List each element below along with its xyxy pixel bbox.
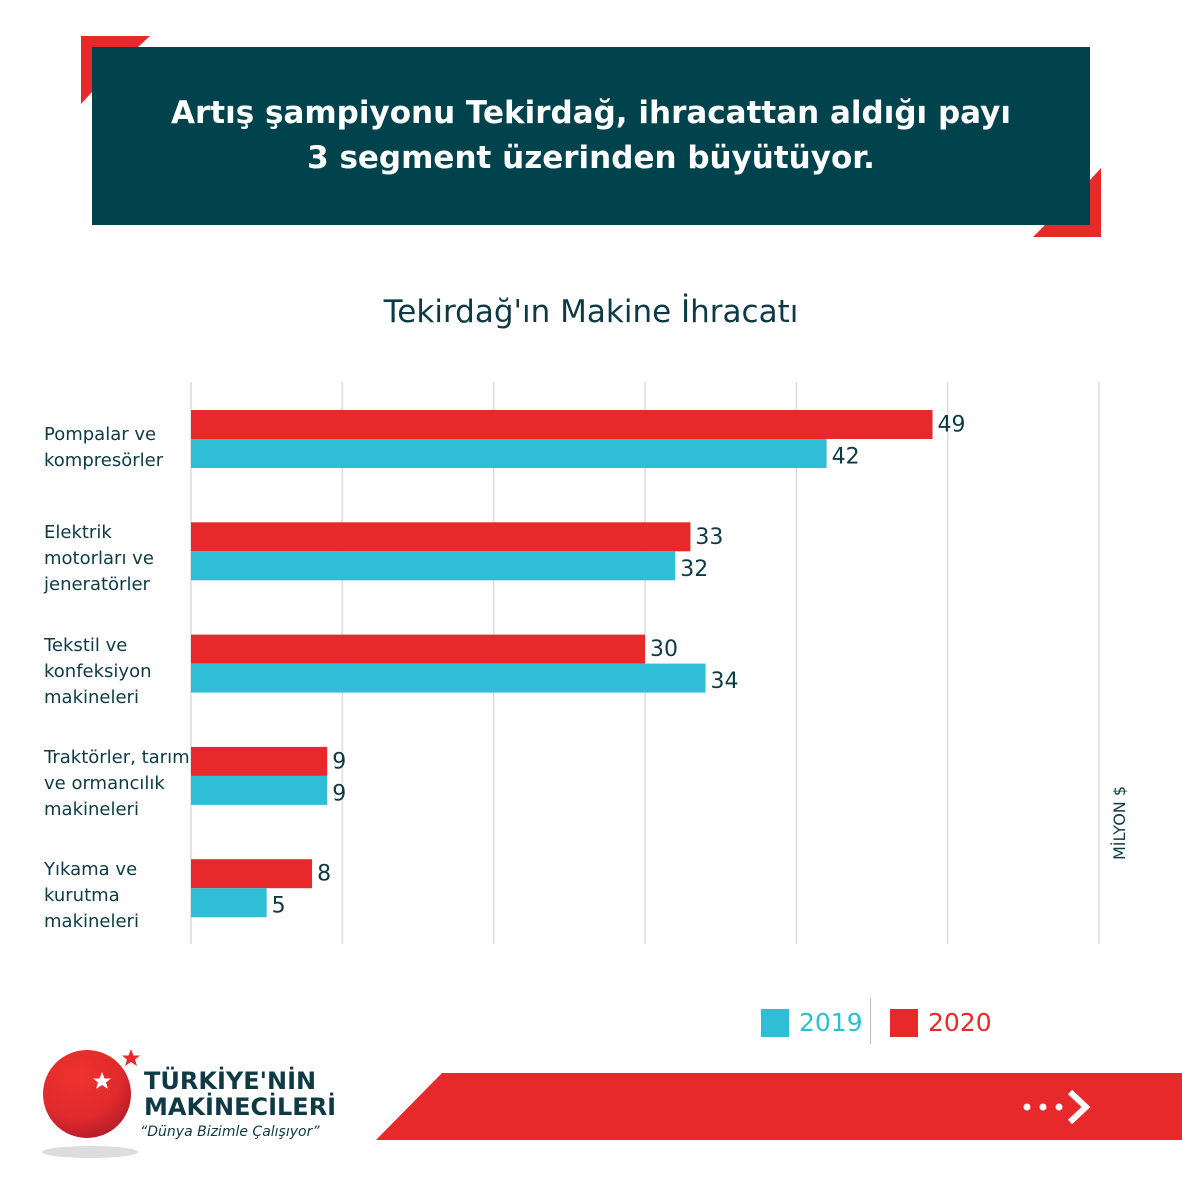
- legend-swatch-2019: [761, 1008, 789, 1037]
- category-label-line: Traktörler, tarım: [44, 746, 190, 768]
- bar-2019: [191, 775, 328, 805]
- logo-shadow: [42, 1146, 138, 1158]
- corner-accent-bottom-right: [1033, 168, 1101, 237]
- bar-2020: [191, 522, 691, 552]
- bar-2020: [191, 746, 328, 776]
- category-label-line: kurutma: [44, 885, 120, 907]
- category-label: Pompalar ve kompresörler: [44, 422, 163, 474]
- category-label: Tekstil ve konfeksiyon makineleri: [44, 633, 152, 711]
- bar-chart: 49 42 33 32 30 34 9 9 8 5: [190, 382, 1100, 944]
- bar-2020: [191, 410, 933, 439]
- category-label-line: Elektrik: [44, 522, 112, 544]
- legend-item-2019: 2019: [761, 1008, 863, 1037]
- category-label-line: kompresörler: [44, 450, 164, 471]
- star-icon: [122, 1049, 140, 1066]
- value-label-2019: 34: [711, 669, 739, 694]
- bar-2020: [191, 634, 645, 664]
- category-label-line: konfeksiyon: [44, 660, 152, 682]
- value-label-2020: 33: [695, 525, 723, 550]
- category-label-line: makineleri: [44, 798, 139, 820]
- category-label: Yıkama ve kurutma makineleri: [44, 857, 139, 935]
- logo-circle: [43, 1050, 131, 1138]
- category-label-line: makineleri: [44, 911, 139, 933]
- category-label: Traktörler, tarım ve ormancılık makineleri: [44, 745, 190, 823]
- bar-2020: [191, 859, 313, 889]
- star-icon: [93, 1072, 111, 1089]
- legend-divider: [870, 998, 871, 1044]
- header-line-2: 3 segment üzerinden büyütüyor.: [307, 140, 875, 176]
- value-label-2020: 9: [332, 749, 346, 774]
- category-label-line: motorları ve: [44, 548, 154, 570]
- brand-slogan: “Dünya Bizimle Çalışıyor”: [140, 1124, 320, 1140]
- legend-label-2019: 2019: [799, 1008, 863, 1037]
- category-label-line: jeneratörler: [44, 574, 150, 596]
- bar-2019: [191, 439, 827, 468]
- corner-accent-top-left: [81, 36, 150, 104]
- value-label-2019: 42: [832, 445, 860, 470]
- header-line-1: Artış şampiyonu Tekirdağ, ihracattan ald…: [171, 95, 1011, 131]
- brand-name: TÜRKİYE'NİN MAKİNECİLERİ: [144, 1068, 336, 1120]
- category-label-line: Pompalar ve: [44, 424, 157, 445]
- brand-line-2: MAKİNECİLERİ: [144, 1093, 337, 1121]
- legend-item-2020: 2020: [890, 1008, 992, 1037]
- category-label-line: ve ormancılık: [44, 772, 165, 794]
- value-label-2019: 9: [332, 781, 346, 806]
- legend-swatch-2020: [890, 1008, 918, 1037]
- category-label-line: makineleri: [44, 686, 139, 708]
- brand-line-1: TÜRKİYE'NİN: [144, 1067, 317, 1095]
- header-banner: Artış şampiyonu Tekirdağ, ihracattan ald…: [92, 47, 1090, 225]
- category-label-line: Tekstil ve: [44, 634, 128, 656]
- footer-banner: [376, 1073, 1182, 1140]
- next-arrow-icon[interactable]: [1023, 1089, 1091, 1125]
- legend-label-2020: 2020: [928, 1008, 992, 1037]
- unit-label: MİLYON $: [1110, 785, 1129, 860]
- chart-title: Tekirdağ'ın Makine İhracatı: [383, 294, 799, 330]
- value-label-2019: 5: [272, 894, 286, 919]
- category-label: Elektrik motorları ve jeneratörler: [44, 520, 154, 598]
- bar-2019: [191, 888, 267, 918]
- value-label-2020: 30: [650, 637, 678, 662]
- value-label-2020: 8: [317, 862, 331, 887]
- category-label-line: Yıkama ve: [44, 859, 138, 881]
- value-label-2020: 49: [938, 413, 966, 438]
- bar-2019: [191, 663, 706, 693]
- value-label-2019: 32: [680, 557, 708, 582]
- bar-2019: [191, 551, 676, 581]
